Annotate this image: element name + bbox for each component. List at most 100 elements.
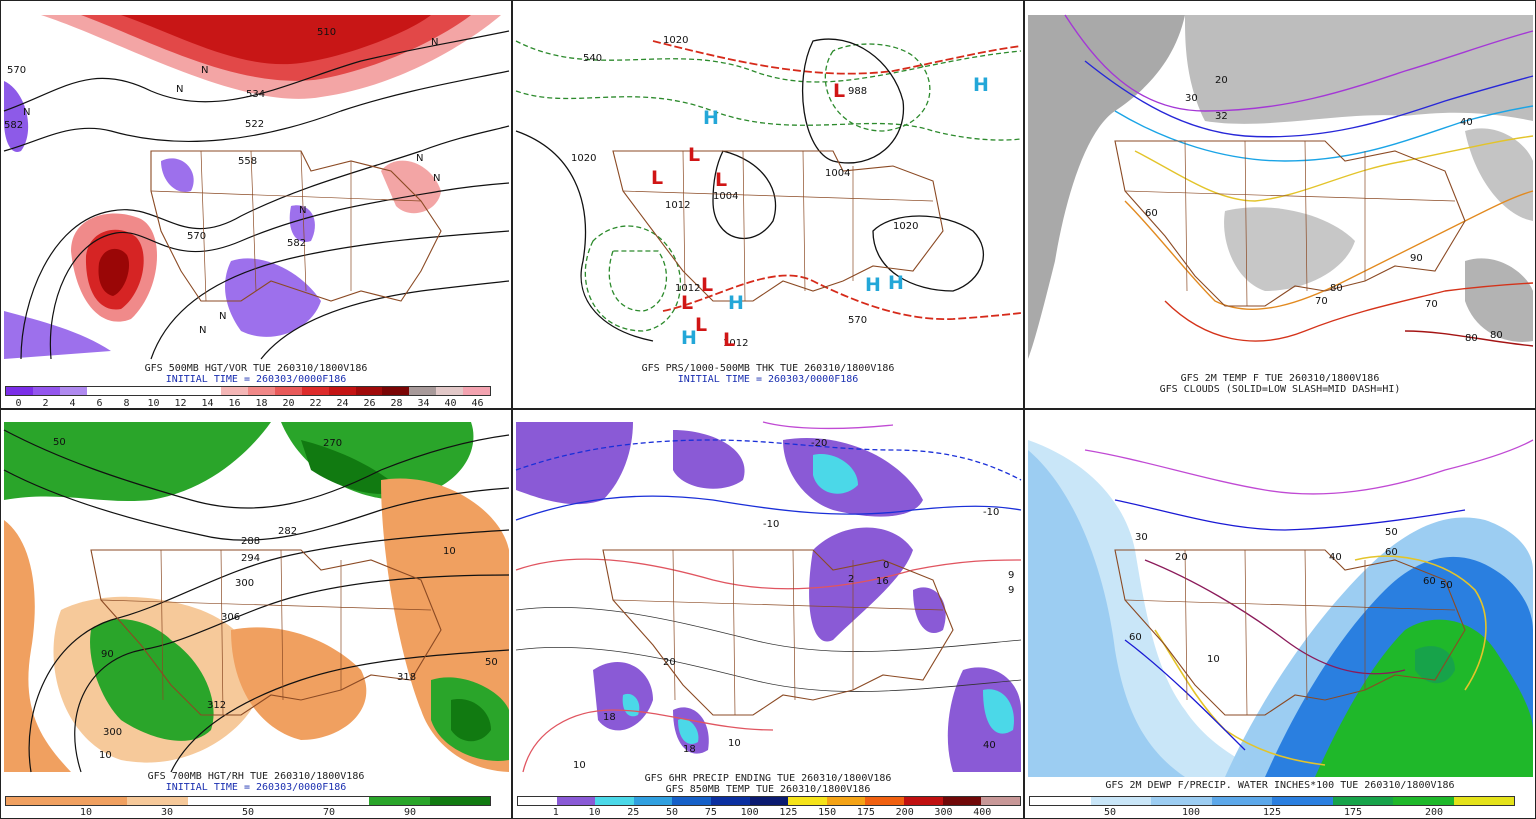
- colorbar-tick-label: 125: [1262, 807, 1282, 818]
- temp-label: 70: [1425, 299, 1438, 310]
- low-pressure-symbol: L: [681, 292, 693, 314]
- colorbar-tick-label: 150: [818, 807, 837, 818]
- colorbar-swatch: [194, 387, 222, 395]
- colorbar-swatch: [66, 797, 127, 805]
- colorbar-tick-label: 40: [444, 398, 457, 409]
- colorbar-swatch: [429, 797, 490, 805]
- contour-label: 534: [246, 89, 265, 100]
- contour-label: 306: [221, 612, 240, 623]
- dewp-label: 60: [1385, 547, 1398, 558]
- colorbar-swatch: [248, 797, 309, 805]
- colorbar-swatch: [749, 797, 789, 805]
- precip-label: 40: [983, 740, 996, 751]
- dewp-label: 60: [1129, 632, 1142, 643]
- dewp-label: 10: [1207, 654, 1220, 665]
- colorbar-swatch: [1272, 797, 1333, 805]
- dewp-label: 60: [1423, 576, 1436, 587]
- colorbar-ticks: 1 10 25 50 75 100 125 150 175 200 300 400: [517, 807, 1021, 818]
- high-pressure-symbol: H: [888, 272, 904, 294]
- temp-label: 80: [1490, 330, 1503, 341]
- colorbar-tick-label: 50: [241, 807, 255, 818]
- high-pressure-symbol: H: [865, 274, 881, 296]
- high-pressure-symbol: H: [728, 292, 744, 314]
- colorbar-ticks: 50 100 125 175 200: [1029, 807, 1515, 818]
- dewp-label: 30: [1135, 532, 1148, 543]
- colorbar-swatch: [595, 797, 634, 805]
- colorbar-swatch: [328, 387, 356, 395]
- temp-label: 10: [728, 738, 741, 749]
- colorbar-tick-label: 200: [895, 807, 914, 818]
- isobar-label: 1020: [571, 153, 596, 164]
- contour-label: 582: [287, 238, 306, 249]
- precip-label: 18: [603, 712, 616, 723]
- colorbar-tick-label: 22: [309, 398, 322, 409]
- colorbar-tick-label: 100: [1181, 807, 1201, 818]
- contour-label: 312: [207, 700, 226, 711]
- colorbar-swatch: [369, 797, 430, 805]
- colorbar-swatch: [981, 797, 1020, 805]
- vort-symbol: N: [23, 107, 30, 118]
- precip-label: 16: [876, 576, 889, 587]
- vort-symbol: N: [433, 173, 440, 184]
- colorbar-swatch: [633, 797, 673, 805]
- colorbar-tick-label: 10: [147, 398, 160, 409]
- caption-subtitle: GFS CLOUDS (SOLID=LOW SLASH=MID DASH=HI): [1159, 384, 1401, 395]
- temp-label: 20: [1215, 75, 1228, 86]
- colorbar-tick-label: 26: [363, 398, 376, 409]
- panel-2m-temp-clouds: 20 30 32 40 60 70 70 80 80 80 90 GFS 2M …: [1024, 0, 1536, 409]
- colorbar-tick-label: 400: [973, 807, 992, 818]
- temp-label: 80: [1465, 333, 1478, 344]
- colorbar-swatch: [308, 797, 369, 805]
- colorbar-swatch: [904, 797, 943, 805]
- low-pressure-symbol: L: [701, 274, 713, 296]
- isobar-label: 1020: [893, 221, 918, 232]
- rh-label: 50: [53, 437, 66, 448]
- low-pressure-symbol: L: [695, 314, 707, 336]
- colorbar-swatch: [1453, 797, 1514, 805]
- colorbar-swatch: [86, 387, 114, 395]
- precip-label: 2: [848, 574, 854, 585]
- colorbar-tick-label: 4: [69, 398, 76, 409]
- dewp-label: 50: [1440, 580, 1453, 591]
- colorbar: [517, 796, 1021, 806]
- colorbar-tick-label: 6: [96, 398, 103, 409]
- colorbar-swatch: [167, 387, 195, 395]
- colorbar-tick-label: 25: [627, 807, 640, 818]
- high-pressure-symbol: H: [973, 74, 989, 96]
- panel-500mb-hgt-vor: 510 570 582 558 522 534 570 582 N N N N …: [0, 0, 512, 409]
- colorbar-swatch: [113, 387, 141, 395]
- colorbar-swatch: [1332, 797, 1393, 805]
- temp-label: 80: [1330, 283, 1343, 294]
- panel-700mb-hgt-rh: 270 282 288 294 300 306 312 300 318 50 1…: [0, 409, 512, 819]
- contour-label: 300: [103, 727, 122, 738]
- colorbar-tick-label: 8: [123, 398, 130, 409]
- contour-label: 570: [187, 231, 206, 242]
- vort-symbol: N: [299, 205, 306, 216]
- colorbar-swatch: [672, 797, 712, 805]
- colorbar-swatch: [463, 387, 491, 395]
- low-pressure-symbol: L: [723, 329, 735, 351]
- colorbar-tick-label: 30: [160, 807, 174, 818]
- caption-title: GFS 2M TEMP F TUE 260310/1800V186: [1180, 373, 1380, 384]
- colorbar-tick-label: 75: [704, 807, 717, 818]
- isobar-label: 988: [848, 86, 867, 97]
- colorbar-tick-label: 14: [201, 398, 214, 409]
- temp-label: -10: [983, 507, 999, 518]
- contour-label: 318: [397, 672, 416, 683]
- isobar-label: 1012: [665, 200, 690, 211]
- caption-title: GFS 2M DEWP F/PRECIP. WATER INCHES*100 T…: [1105, 780, 1455, 791]
- colorbar-tick-label: 50: [666, 807, 679, 818]
- thickness-label: 540: [583, 53, 602, 64]
- colorbar-tick-label: 20: [282, 398, 295, 409]
- temp-label: 32: [1215, 111, 1228, 122]
- isobar-label: 1020: [663, 35, 688, 46]
- panel-caption: GFS 500MB HGT/VOR TUE 260310/1800V186 IN…: [1, 363, 511, 385]
- caption-title: GFS 500MB HGT/VOR TUE 260310/1800V186: [144, 363, 368, 374]
- thickness-label: 570: [848, 315, 867, 326]
- colorbar: [5, 386, 491, 396]
- colorbar-ticks: 10 30 50 70 90: [5, 807, 491, 818]
- temp-label: 30: [1185, 93, 1198, 104]
- panel-caption: GFS 2M TEMP F TUE 260310/1800V186 GFS CL…: [1025, 373, 1535, 395]
- colorbar-swatch: [942, 797, 982, 805]
- colorbar-tick-label: 12: [174, 398, 187, 409]
